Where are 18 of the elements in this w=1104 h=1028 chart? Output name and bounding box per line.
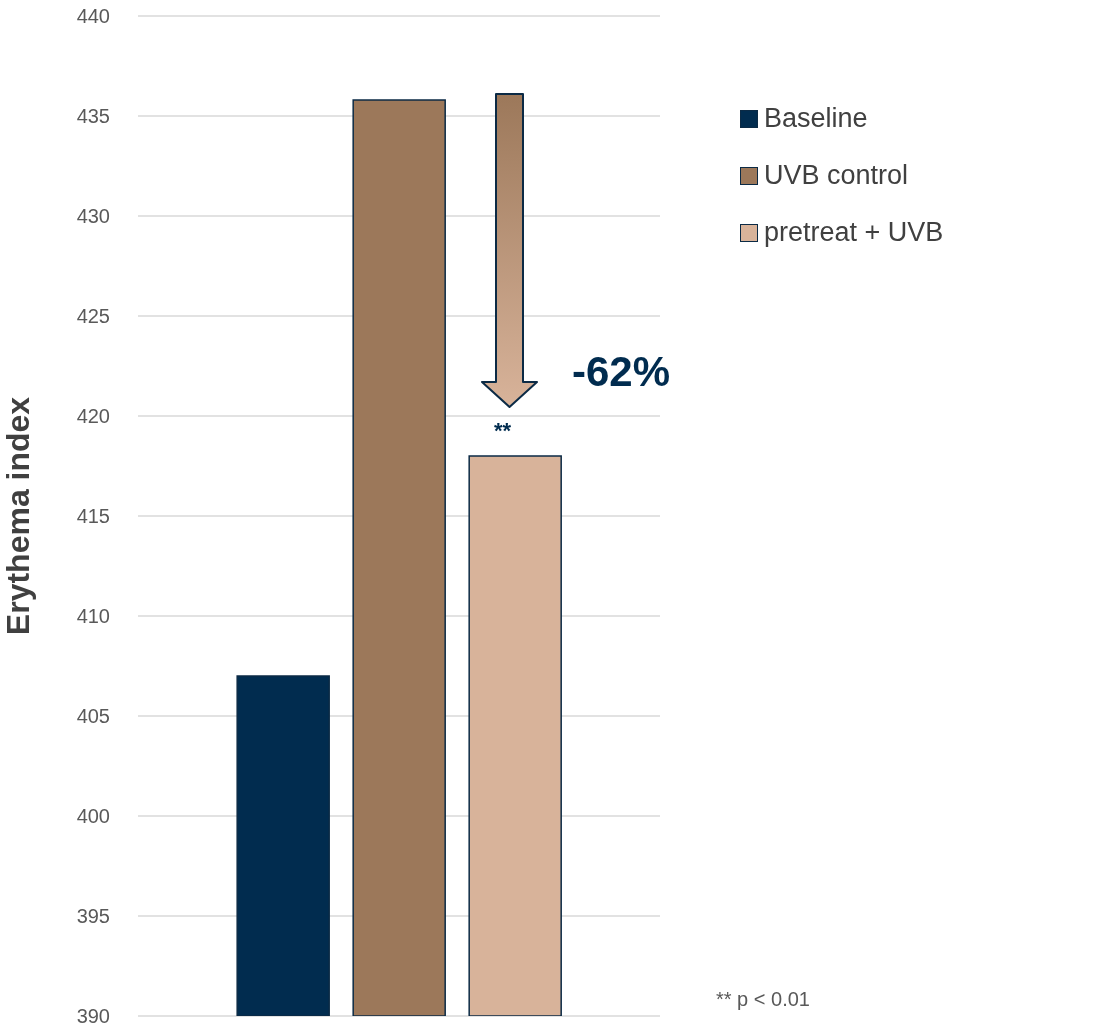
y-tick-label: 420 (76, 405, 110, 428)
y-tick-label: 440 (76, 5, 110, 28)
y-tick-label: 425 (76, 305, 110, 328)
text: ** p < 0.01 (716, 988, 810, 1011)
y-tick-label: 400 (76, 805, 110, 828)
y-tick-label: 395 (76, 905, 110, 928)
y-tick-label: 430 (76, 205, 110, 228)
y-tick-label: 415 (76, 505, 110, 528)
legend-label: Baseline (764, 103, 868, 134)
legend-label: pretreat + UVB (764, 217, 944, 248)
y-tick-label: 410 (76, 605, 110, 628)
y-tick-label: 405 (76, 705, 110, 728)
annotation: -62% (572, 348, 671, 396)
annotation: ** (494, 418, 512, 444)
y-axis-title: Erythema index (0, 396, 37, 636)
y-tick-label: 390 (76, 1005, 110, 1028)
legend-label: UVB control (764, 160, 909, 191)
y-tick-label: 435 (76, 105, 110, 128)
